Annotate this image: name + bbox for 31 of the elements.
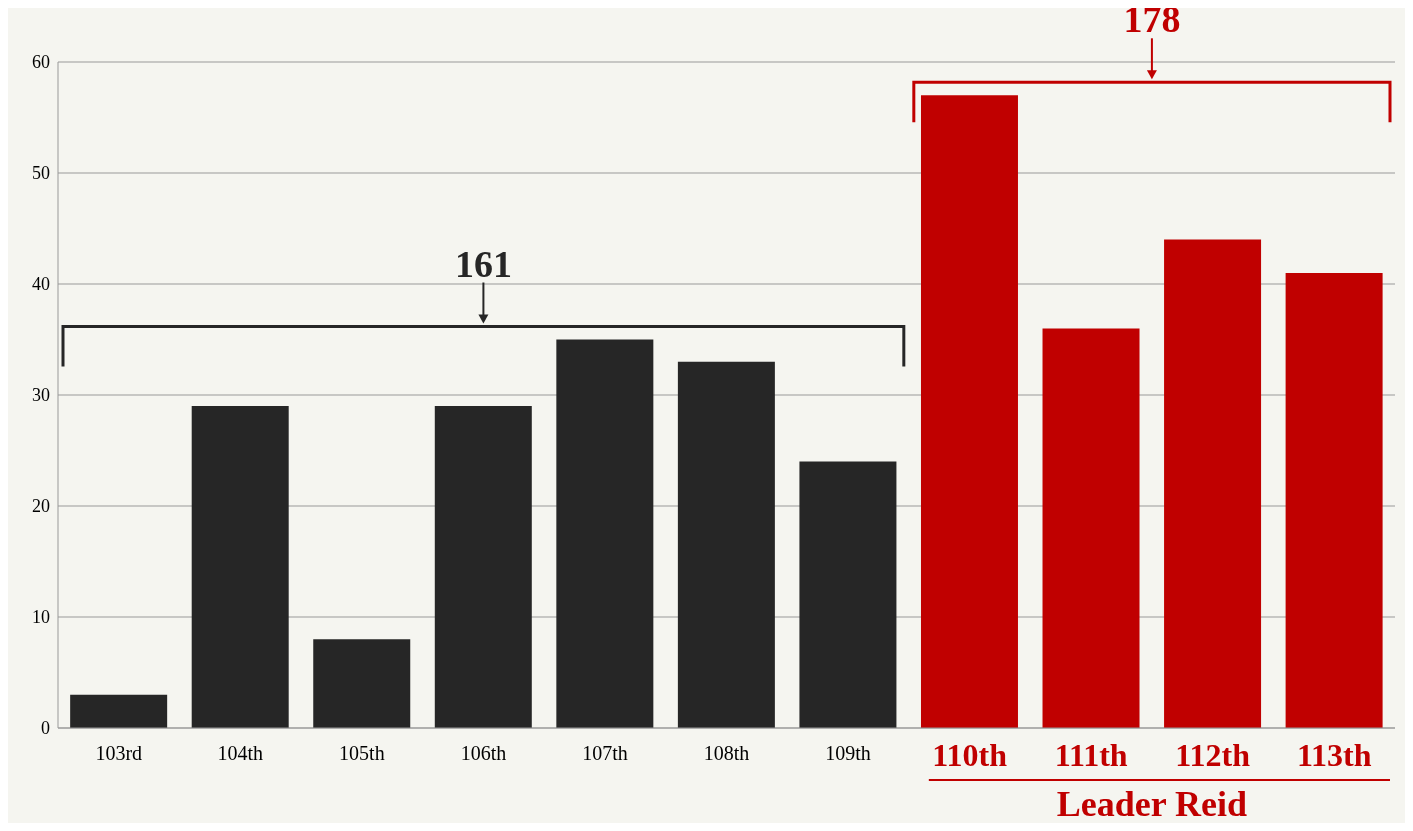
bar — [313, 639, 411, 728]
bar — [677, 361, 775, 728]
bar — [191, 406, 289, 728]
bar — [556, 339, 654, 728]
y-tick-label: 50 — [32, 163, 50, 184]
bar — [920, 95, 1018, 728]
x-tick-label: 105th — [339, 742, 385, 764]
bar — [799, 461, 897, 728]
x-tick-label: 106th — [460, 742, 507, 764]
x-tick-label: 103rd — [95, 742, 143, 764]
bar — [1285, 272, 1383, 728]
x-tick-label: 111th — [1054, 737, 1128, 773]
x-tick-label: 113th — [1296, 737, 1372, 773]
bar — [1164, 239, 1262, 728]
x-tick-label: 107th — [582, 742, 628, 764]
text: Leader Reid — [1056, 784, 1248, 824]
x-tick-label: 109th — [825, 742, 871, 764]
y-tick-label: 30 — [32, 385, 50, 406]
y-tick-label: 0 — [41, 718, 50, 739]
y-tick-label: 10 — [32, 607, 50, 628]
bar — [70, 694, 168, 728]
bar — [1042, 328, 1140, 728]
x-tick-label: 104th — [217, 742, 264, 764]
x-tick-label: 108th — [703, 742, 750, 764]
bar — [434, 406, 532, 728]
y-tick-label: 20 — [32, 496, 50, 517]
x-tick-label: 110th — [932, 737, 1008, 773]
y-tick-label: 60 — [32, 52, 50, 73]
y-tick-label: 40 — [32, 274, 50, 295]
x-tick-label: 112th — [1175, 737, 1251, 773]
annotation: 161 — [454, 242, 512, 285]
